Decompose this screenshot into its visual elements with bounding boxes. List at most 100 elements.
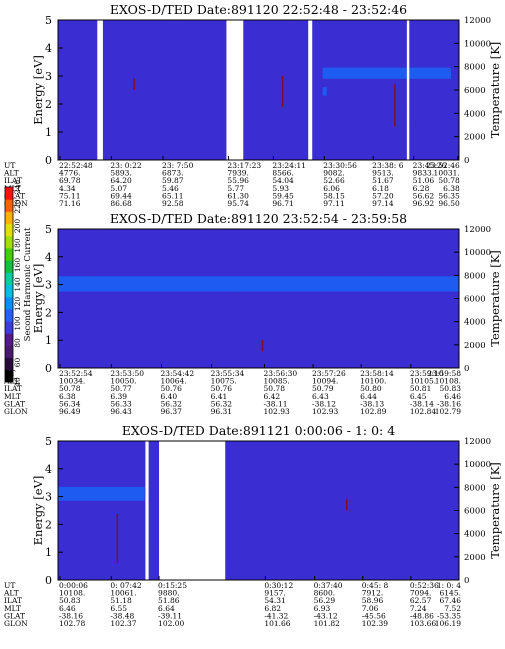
y-tick-label-right: 8000 [464,271,486,281]
spectrogram-noise [154,98,157,100]
spectrogram-noise [82,263,85,265]
spectrogram-noise [114,336,117,338]
table-cell: 10105. [410,377,436,386]
y-tick-label-right: 4000 [464,530,486,540]
spectrogram-noise [410,571,413,573]
table-cell: 5893. [110,169,131,178]
y-tick-label-right: 12000 [464,16,491,26]
table-cell: 8566. [272,169,293,178]
table-cell: 7094. [410,589,431,598]
table-cell: 51.67 [372,176,394,185]
spectrogram-noise [278,464,281,466]
spectrogram-noise [242,347,245,349]
spectrogram-noise [70,29,73,31]
spectrogram-noise [114,112,117,114]
table-cell: 51.06 [413,176,435,185]
spectrogram-noise [218,327,221,329]
table-cell: 6.42 [264,392,281,401]
spectrogram-noise [426,311,429,313]
table-cell: 23:54:42 [160,369,194,378]
table-cell: -39.11 [158,611,182,620]
spectrogram-noise [390,57,393,59]
y-tick-label-left: 3 [45,279,52,292]
spectrogram-noise [354,252,357,254]
spectrogram-noise [438,548,441,550]
table-cell: 102.37 [110,619,136,628]
colorbar-segment [5,272,13,285]
table-cell: 102.89 [360,407,386,416]
table-cell: 10085. [264,377,290,386]
data-gap [145,441,149,580]
colorbar-segment [5,296,13,310]
table-cell: -38.14 [410,399,434,408]
y-tick-label-left: 2 [45,306,52,319]
table-cell: 0:52:36 [410,581,439,590]
spectrogram-noise [442,504,445,506]
y-tick-label-right: 6000 [464,86,486,96]
spectrogram-noise [158,55,161,56]
chart-title: EXOS-D/TED Date:891120 22:52:48 - 23:52:… [110,2,407,17]
table-row-label: ILAT [4,384,22,393]
table-cell: 5.46 [162,184,179,193]
table-cell: -38.16 [437,399,461,408]
spectrogram-noise [94,273,97,275]
spectrogram-noise [142,88,145,90]
table-cell: 5.77 [227,184,244,193]
table-cell: 7912. [362,589,383,598]
spectrogram-noise [346,115,349,117]
table-cell: 5.07 [110,184,127,193]
spectrogram-noise [318,139,321,140]
table-row-label: ILAT [4,176,22,185]
colorbar-tick-label: 100 [13,316,22,331]
spectrogram-noise [214,231,217,233]
spectrogram-noise [362,81,365,83]
table-cell: 67.46 [440,596,462,605]
spectrogram-noise [202,137,205,139]
table-cell: 59.87 [162,176,184,185]
table-cell: 6.55 [110,604,127,613]
table-cell: 7.24 [410,604,427,613]
y-tick-label-left: 5 [45,14,52,27]
emission-band [58,276,459,292]
spectrogram-noise [378,272,381,274]
table-cell: 65.11 [162,191,183,200]
table-cell: 50.78 [264,384,286,393]
spectrogram-noise [410,120,413,122]
data-gap [97,20,103,160]
spectrogram-noise [214,147,217,149]
spectrogram-noise [186,255,189,257]
table-cell: 6.44 [360,392,377,401]
spectrogram-noise [350,295,353,297]
colorbar-segment [5,199,13,212]
table-cell: 54.04 [272,176,294,185]
spectrogram-noise [322,546,325,548]
spectrogram-noise [406,248,409,250]
table-cell: 86.68 [110,199,132,208]
y-tick-label-left: 1 [45,334,52,347]
spectrogram-noise [234,521,237,523]
colorbar-segment [5,211,13,225]
spectrogram-noise [242,574,245,576]
spectrogram-noise [426,87,429,89]
table-cell: 10034. [59,377,85,386]
spectrogram-noise [126,573,129,575]
spectrogram-noise [334,329,337,331]
spectrogram-noise [246,80,249,82]
colorbar-tick-label: 140 [13,277,22,292]
spectrogram-noise [438,320,441,322]
spectrogram-noise [102,553,105,555]
spectrogram-noise [338,62,341,63]
table-row-label: MLT [4,392,21,401]
spectrogram-noise [130,302,133,304]
spectrogram-noise [366,489,369,491]
table-row-label: ALT [3,589,19,598]
colorbar-tick-label: 80 [13,338,22,348]
table-cell: 58.15 [323,191,345,200]
spectrogram-noise [246,531,249,533]
colorbar-segment [5,235,13,249]
table-cell: 50.83 [440,384,462,393]
y-tick-label-left: 4 [45,251,52,264]
spectrogram-noise [294,119,297,121]
y-tick-label-right: 12000 [464,225,491,235]
table-cell: 96.37 [160,407,182,416]
